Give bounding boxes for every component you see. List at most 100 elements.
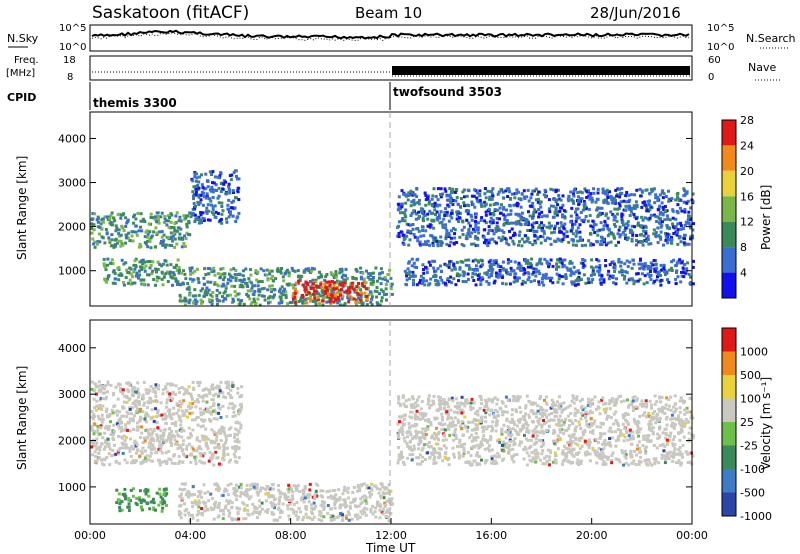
power-cell [333,294,337,298]
velocity-cell [409,403,413,407]
power-cell [379,282,383,286]
velocity-cell [196,415,200,419]
power-cell [113,243,117,247]
velocity-cell [191,428,195,432]
power-cell [108,217,112,221]
power-cell [382,293,386,297]
power-cell [206,180,210,183]
power-cell [453,232,457,236]
power-cell [200,301,203,305]
power-cell [162,239,166,243]
velocity-cell [221,457,225,460]
power-cell [500,203,503,207]
power-cell [412,233,416,237]
power-cell [676,191,680,195]
velocity-cell [123,394,127,398]
power-cell [178,232,182,236]
power-cell [634,217,638,221]
velocity-cell [201,388,205,392]
power-cell [468,234,472,238]
velocity-cell [163,428,167,432]
velocity-cell [626,398,629,402]
power-cell [573,222,577,226]
velocity-cell [627,403,631,407]
velocity-cell [144,388,148,392]
velocity-cell [502,449,506,453]
velocity-cell [410,437,414,441]
power-cell [565,234,569,238]
velocity-cell [94,444,98,448]
velocity-cell [196,423,200,427]
power-cell [627,193,631,197]
power-cell [215,283,219,287]
power-cell [329,271,333,275]
power-cell [602,227,605,231]
power-cell [519,217,523,221]
velocity-cell [630,455,634,459]
power-cell [575,213,579,217]
velocity-cell [95,399,99,403]
velocity-cell [194,458,197,462]
power-cell [542,214,546,218]
power-cell [281,293,285,297]
velocity-cell [539,394,543,398]
velocity-cell [136,449,140,453]
power-cell [357,282,360,285]
power-cell [197,281,201,284]
velocity-cell [407,430,411,434]
power-cell [674,217,678,221]
velocity-cell [147,458,150,462]
power-cell [667,233,671,237]
power-cell [570,271,574,275]
power-cell [637,262,641,266]
velocity-cell [190,395,193,399]
power-cell [675,210,679,213]
power-cell [176,280,180,284]
velocity-cell [611,451,615,455]
power-cell [527,199,531,203]
power-cell [343,283,347,287]
power-cell [663,270,667,274]
power-cell [557,273,561,277]
velocity-cell [545,415,549,419]
power-cell [193,172,197,176]
velocity-cell [652,444,656,447]
power-cell [101,236,105,240]
power-cell [461,280,465,283]
power-cell [101,220,105,224]
velocity-cell [232,452,236,456]
power-cell [493,240,497,244]
power-cell [405,274,409,278]
velocity-cell [550,403,554,407]
velocity-cell [225,415,229,418]
power-cell [533,208,537,212]
power-cell [515,188,519,192]
nave-right-tick-top: 60 [708,55,721,66]
velocity-cell [606,457,610,461]
velocity-cell [165,382,169,386]
power-cell [473,236,477,240]
power-cell [635,243,638,247]
velocity-cell [426,451,430,455]
power-cell [410,191,414,195]
power-cell [659,278,663,282]
velocity-cell [609,416,613,420]
velocity-cell [140,449,144,453]
power-cell [314,278,318,282]
power-cell [636,221,640,225]
velocity-cell [195,436,199,440]
velocity-cell [622,463,625,467]
velocity-cell [519,440,522,444]
power-cell [191,294,195,298]
power-cell [334,281,338,285]
power-cell [187,220,191,223]
velocity-cell [93,450,97,454]
velocity-cell [223,432,227,436]
power-cell [213,204,217,208]
power-colorbar-tick: 8 [740,241,747,254]
power-cell [109,261,113,265]
power-cell [229,210,232,214]
power-cell [244,267,248,271]
power-cell [221,209,225,213]
power-cell [589,224,593,228]
